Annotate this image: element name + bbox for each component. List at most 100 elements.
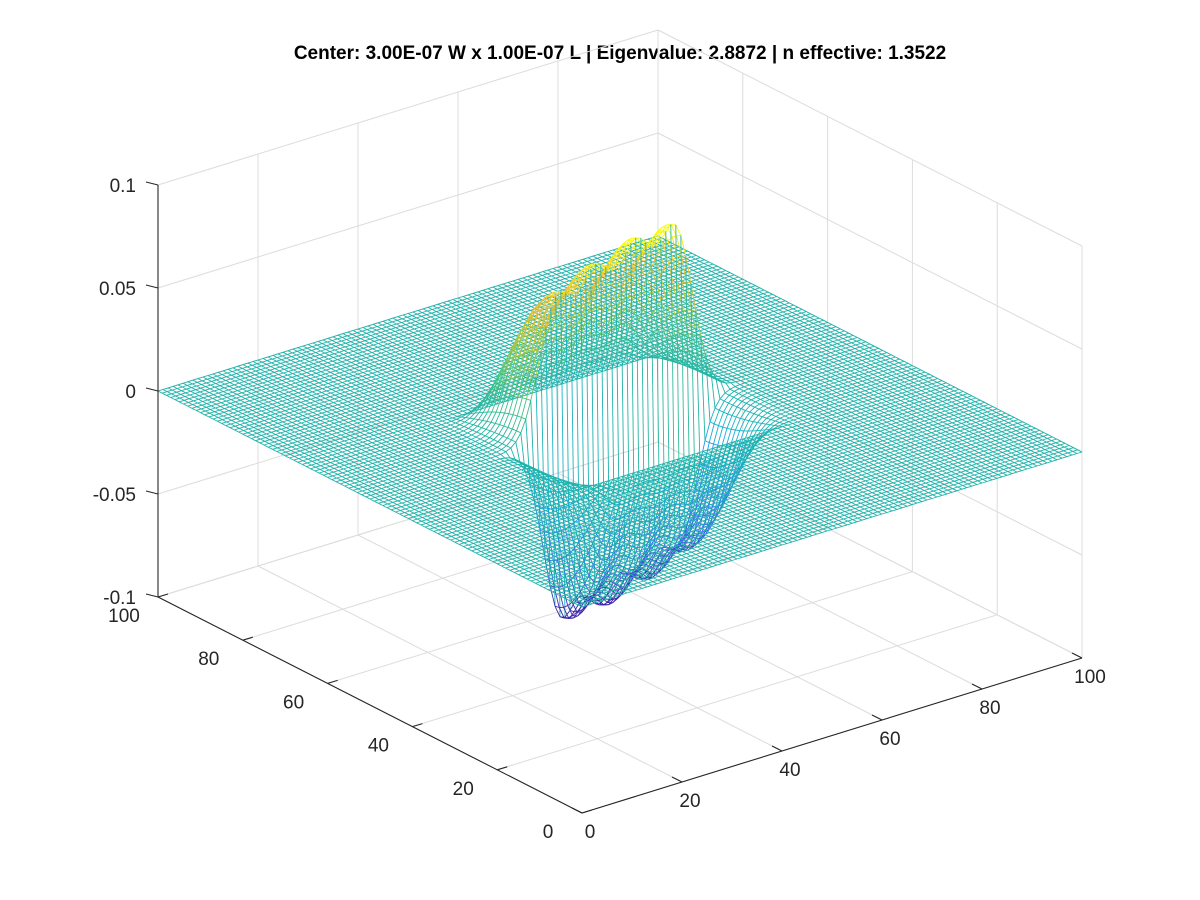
mesh-edge	[225, 403, 230, 405]
mesh-edge	[192, 408, 196, 410]
mesh-edge	[368, 345, 373, 347]
mesh-edge	[522, 285, 526, 287]
mesh-edge	[320, 355, 324, 357]
mesh-edge	[746, 284, 751, 286]
mesh-edge	[330, 397, 334, 399]
mesh-edge	[407, 387, 411, 389]
mesh-edge	[318, 385, 323, 387]
mesh-edge	[463, 366, 467, 368]
mesh-edge	[188, 382, 192, 384]
mesh-edge	[426, 388, 430, 390]
mesh-edge	[220, 386, 224, 388]
mesh-edge	[267, 363, 272, 365]
mesh-edge	[345, 417, 349, 419]
mesh-edge	[318, 387, 322, 389]
mesh-edge	[470, 353, 474, 355]
mesh-edge	[403, 336, 407, 338]
mesh-edge	[429, 324, 433, 326]
mesh-edge	[367, 354, 371, 356]
mesh-edge	[251, 373, 255, 375]
mesh-edge	[293, 374, 297, 376]
mesh-edge	[359, 346, 363, 348]
mesh-edge	[188, 405, 193, 407]
mesh-edge	[398, 336, 403, 338]
mesh-edge	[267, 409, 271, 411]
mesh-edge	[505, 296, 510, 298]
mesh-edge	[360, 341, 365, 343]
mesh-edge	[257, 413, 261, 415]
mesh-edge	[264, 423, 269, 425]
mesh-edge	[472, 297, 476, 299]
mesh-edge	[322, 412, 327, 414]
mesh-edge	[513, 281, 517, 283]
mesh-edge	[451, 356, 455, 358]
mesh-edge	[739, 277, 743, 279]
mesh-edge	[249, 429, 253, 431]
mesh-edge	[276, 363, 281, 365]
mesh-edge	[572, 270, 576, 272]
mesh-edge	[281, 362, 286, 364]
mesh-edge	[365, 360, 370, 362]
mesh-edge	[222, 373, 227, 375]
mesh-edge	[265, 417, 269, 419]
mesh-edge	[726, 271, 730, 273]
mesh-edge	[547, 274, 551, 276]
mesh-edge	[343, 354, 347, 356]
mesh-edge	[724, 280, 729, 282]
mesh-edge	[479, 356, 484, 358]
mesh-edge	[331, 369, 335, 371]
mesh-edge	[433, 306, 437, 308]
mesh-edge	[511, 311, 516, 313]
mesh-edge	[694, 286, 699, 288]
mesh-edge	[464, 359, 468, 361]
mesh-edge	[438, 323, 443, 325]
mesh-edge	[415, 369, 420, 371]
mesh-edge	[324, 406, 328, 408]
grid-line-backwall-z	[158, 133, 658, 288]
mesh-edge	[233, 391, 238, 393]
mesh-edge	[426, 383, 431, 385]
mesh-edge	[733, 282, 737, 284]
mesh-edge	[320, 424, 324, 426]
mesh-edge	[470, 327, 475, 329]
mesh-edge	[661, 315, 665, 317]
mesh-edge	[251, 371, 256, 373]
mesh-edge	[413, 356, 418, 358]
mesh-edge	[401, 392, 405, 394]
mesh-edge	[302, 418, 307, 420]
mesh-edge	[414, 329, 418, 331]
mesh-edge	[696, 278, 701, 280]
mesh-edge	[252, 369, 256, 371]
mesh-edge	[521, 308, 526, 310]
mesh-edge	[447, 309, 451, 311]
mesh-edge	[460, 332, 464, 334]
mesh-edge	[459, 339, 463, 341]
mesh-edge	[497, 338, 501, 340]
mesh-edge	[286, 381, 291, 383]
mesh-edge	[490, 302, 494, 304]
mesh-edge	[346, 364, 350, 366]
mesh-edge	[200, 411, 205, 413]
mesh-edge	[323, 383, 328, 385]
mesh-edge	[627, 319, 631, 321]
mesh-edge	[676, 260, 681, 262]
mesh-edge	[464, 338, 468, 340]
mesh-edge	[327, 387, 331, 389]
mesh-edge	[280, 386, 285, 388]
mesh-edge	[296, 379, 300, 381]
mesh-edge	[337, 362, 342, 364]
mesh-edge	[437, 331, 442, 333]
mesh-edge	[193, 399, 198, 401]
mesh-edge	[192, 407, 197, 409]
mesh-edge	[317, 392, 322, 394]
mesh-edge	[453, 324, 457, 326]
mesh-edge	[280, 435, 285, 437]
mesh-edge	[347, 379, 352, 381]
mesh-edge	[250, 420, 255, 422]
mesh-edge	[435, 340, 439, 342]
mesh-edge	[345, 345, 350, 347]
mesh-edge	[411, 344, 415, 346]
mesh-edge	[218, 372, 222, 374]
mesh-edge	[270, 391, 274, 393]
mesh-edge	[293, 372, 298, 374]
